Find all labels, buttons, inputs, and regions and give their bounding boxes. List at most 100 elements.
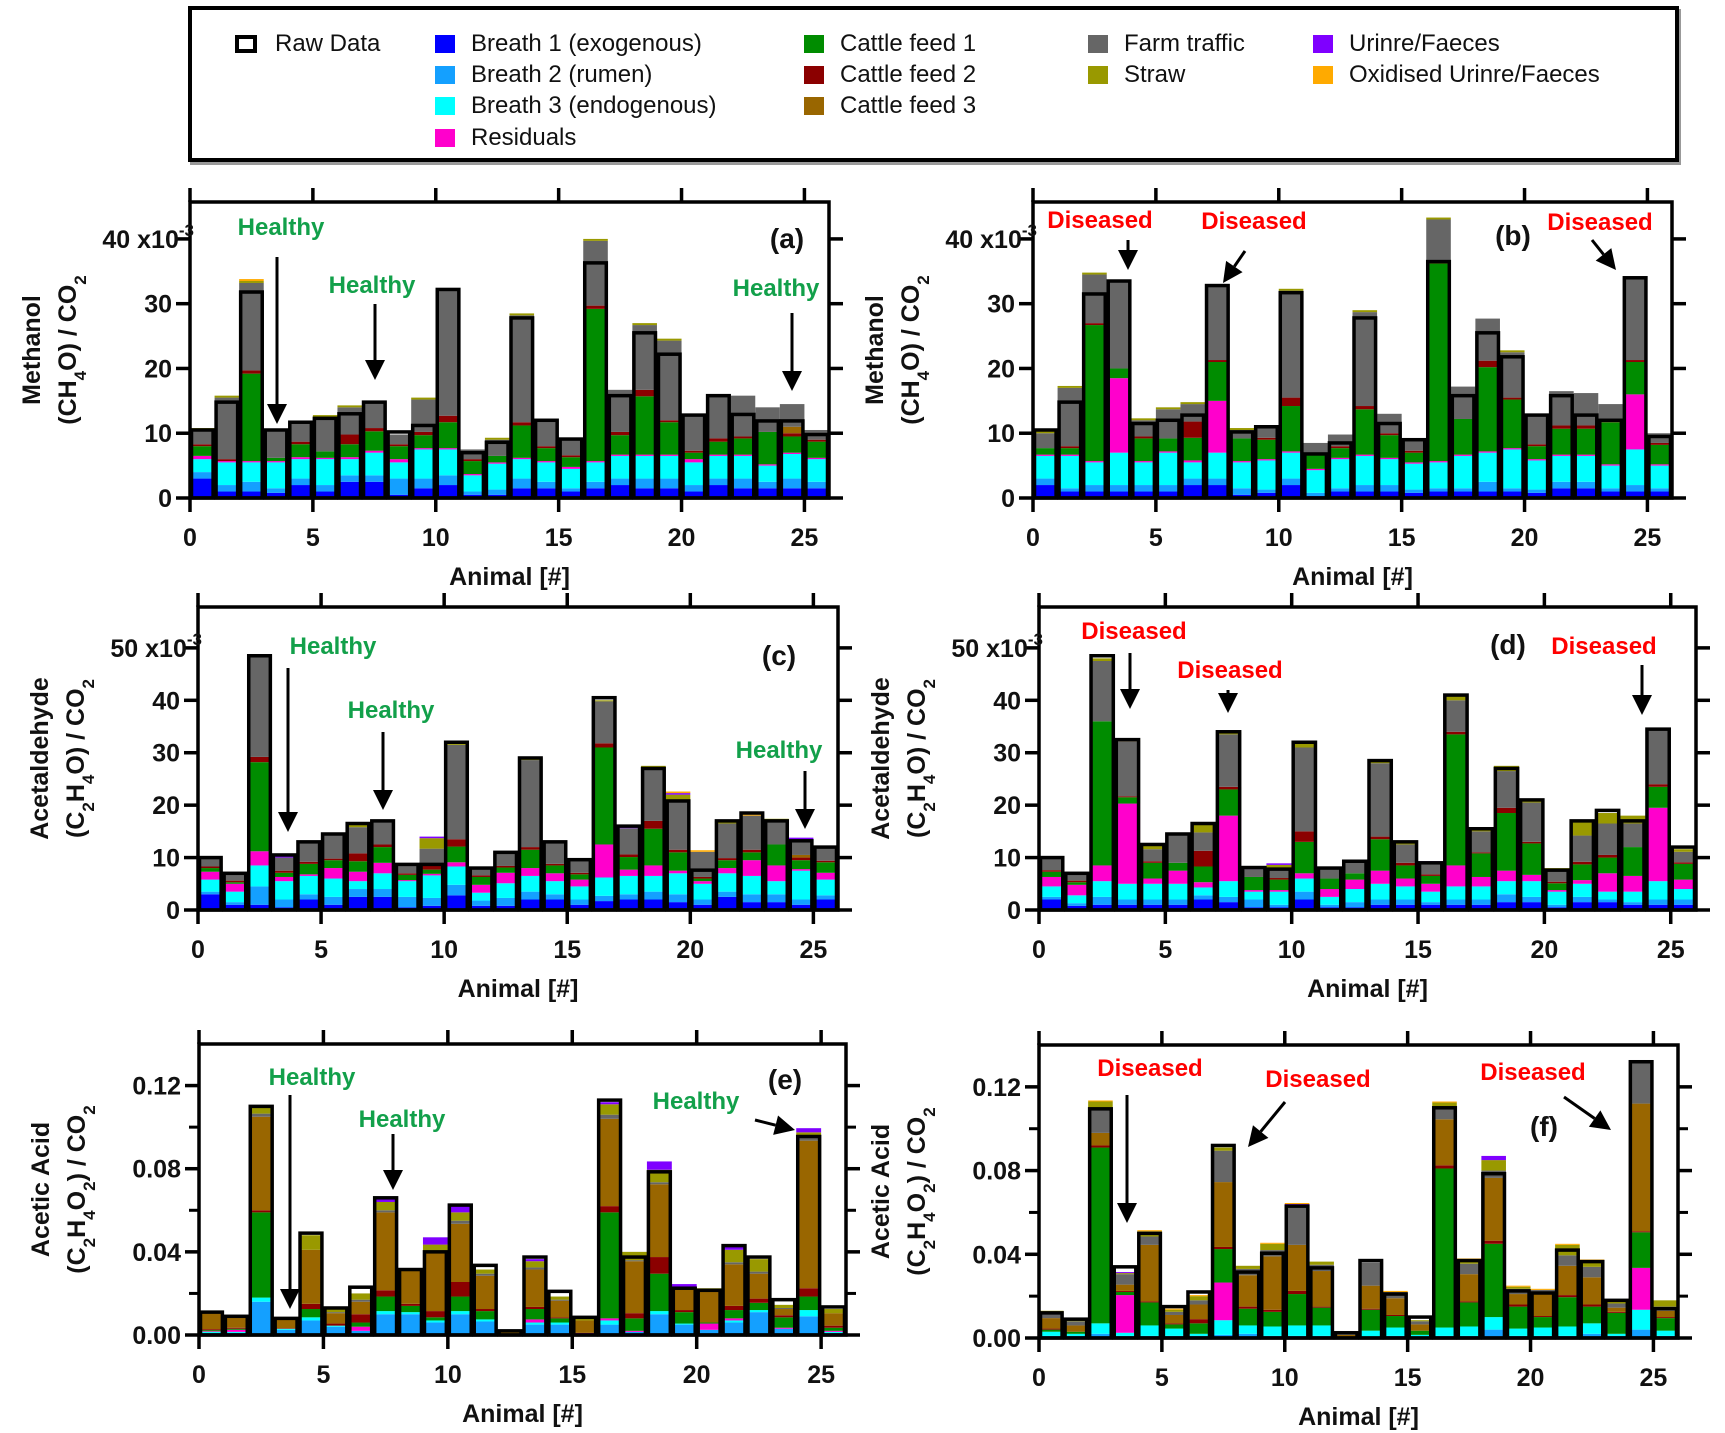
bar-segment-b3	[1367, 883, 1393, 900]
y-tick-label: 0.04	[972, 1241, 1021, 1269]
bar-segment-b2	[1342, 902, 1368, 908]
label-text: O) / CO	[897, 285, 925, 371]
bar-segment-ox	[1432, 1101, 1457, 1103]
bar-segment-tr	[214, 397, 240, 460]
bar-segment-tr	[1367, 763, 1393, 837]
bar-segment-b3	[1505, 1328, 1531, 1336]
bar-segment-st	[1443, 696, 1469, 701]
bar-segment-cf3	[1088, 1132, 1113, 1146]
bar-segment-st	[1426, 217, 1451, 220]
bar-segment-b2	[1254, 489, 1279, 493]
bar-segment-b3	[247, 865, 272, 887]
bar-segment-res	[714, 868, 740, 874]
bar-segment-cf3	[348, 1301, 374, 1315]
bar-segment-cf2	[641, 820, 666, 829]
label-text: H	[63, 1220, 91, 1238]
bar-segment-res	[1392, 878, 1419, 887]
bar-segment-b3	[597, 1320, 623, 1325]
bar-segment-b3	[222, 891, 248, 903]
label-text: O	[63, 1191, 91, 1210]
bar-segment-b2	[1443, 899, 1469, 905]
bar-segment-b3	[1647, 465, 1672, 489]
bar-segment-cf1	[1114, 797, 1141, 804]
bar-segment-res	[804, 457, 829, 460]
bar-segment-b3	[273, 1328, 299, 1330]
plot-frame	[1037, 1043, 1680, 1340]
bar-segment-res	[583, 461, 608, 463]
plot-frame	[197, 1042, 848, 1337]
bar-segment-b2	[1549, 481, 1574, 489]
bar-segment-cf1	[1235, 1308, 1261, 1326]
annotation-diseased: Diseased	[1265, 1066, 1370, 1093]
bar-segment-b3	[1645, 881, 1671, 900]
bar-segment-b2	[288, 478, 313, 486]
annotation-diseased: Diseased	[1201, 208, 1306, 235]
bar-segment-b3	[1215, 881, 1242, 897]
bar-segment-res	[558, 466, 584, 469]
bar-segment-cf1	[1082, 325, 1107, 462]
bar-segment-b3	[1524, 460, 1550, 490]
bar-segment-b3	[739, 875, 765, 895]
bar-segment-cf1	[1229, 438, 1255, 462]
bar-segment-res	[696, 1323, 722, 1330]
bar-segment-st	[656, 338, 682, 341]
bar-segment-b1	[813, 899, 838, 910]
bar-segment-tr	[1064, 873, 1090, 881]
bar-segment-cf1	[223, 1328, 249, 1330]
bar-segment-st	[1505, 1286, 1531, 1289]
bar-segment-b2	[1481, 1329, 1506, 1338]
bar-segment-b3	[1426, 462, 1451, 489]
bar-segment-b1	[247, 904, 272, 910]
arrow-head-icon	[1595, 248, 1616, 270]
bar-segment-b3	[248, 1297, 274, 1302]
bar-segment-b2	[739, 894, 765, 903]
bar-segment-res	[1278, 451, 1304, 453]
bar-segment-b3	[1407, 1334, 1433, 1337]
label-text: O) / CO	[62, 688, 90, 774]
bar-segment-res	[597, 1318, 623, 1321]
x-axis-label: Animal [#]	[462, 1400, 583, 1428]
bar-segment-b3	[1137, 1325, 1162, 1336]
bar-segment-cf3	[696, 1289, 722, 1323]
bar-segment-st	[411, 397, 436, 400]
bar-segment-cf2	[1284, 1290, 1310, 1295]
bar-segment-b3	[1140, 883, 1166, 900]
bar-segment-res	[1670, 879, 1696, 890]
arrow-shaft	[1563, 1095, 1596, 1120]
bar-segment-res	[771, 1327, 797, 1329]
bar-segment-tr	[522, 1267, 548, 1270]
bar-segment-b3	[1088, 1323, 1113, 1334]
bar-segment-b3	[214, 462, 240, 486]
bar-segment-res	[779, 452, 805, 454]
bar-segment-res	[622, 1330, 647, 1332]
label-text: Acetic Acid	[867, 1124, 895, 1259]
bar-segment-cf1	[435, 422, 461, 449]
bar-segment-b3	[1039, 1331, 1064, 1336]
bar-segment-st	[1481, 1160, 1506, 1171]
bar-segment-cf1	[755, 431, 780, 465]
bar-segment-res	[656, 454, 682, 456]
bar-segment-res	[755, 464, 780, 466]
bar-segment-tr	[1604, 1303, 1629, 1308]
bar-segment-tr	[558, 439, 584, 456]
bar-segment-b2	[509, 478, 535, 489]
bar-segment-cf1	[271, 872, 297, 877]
bar-segment-tr	[468, 868, 494, 876]
bar-segment-b2	[1579, 1333, 1605, 1338]
bar-segment-b1	[1140, 904, 1166, 910]
bar-segment-b1	[1278, 485, 1304, 498]
bar-segment-b3	[472, 1319, 498, 1322]
bar-segment-tr	[1039, 858, 1065, 871]
bar-segment-st	[345, 823, 371, 828]
bar-segment-cf2	[1057, 446, 1083, 449]
bar-segment-cf1	[771, 1317, 797, 1328]
bar-segment-b3	[1039, 886, 1065, 897]
bar-segment-cf2	[1186, 1319, 1212, 1324]
bar-segment-b1	[1064, 905, 1090, 910]
x-axis-label: Animal [#]	[1298, 1403, 1419, 1431]
x-tick-label: 20	[676, 936, 704, 964]
bar-segment-st	[1291, 743, 1317, 748]
bar-segment-res	[1426, 461, 1451, 463]
bar-segment-res	[1114, 803, 1141, 884]
bar-segment-b1	[730, 488, 756, 498]
